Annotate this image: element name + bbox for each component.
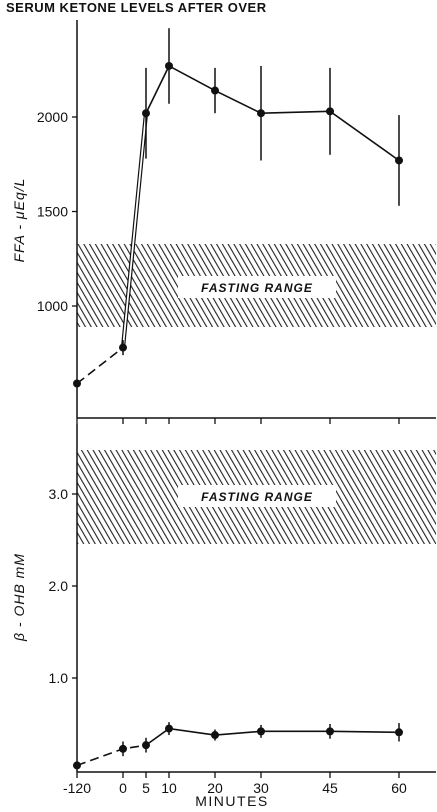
bottom-y-ticks: 1.0 2.0 3.0 bbox=[49, 486, 77, 686]
top-data-point bbox=[142, 109, 150, 118]
bottom-y-tick-label: 3.0 bbox=[49, 486, 69, 502]
x-tick-label: 0 bbox=[119, 780, 127, 796]
x-tick-label: 45 bbox=[322, 780, 338, 796]
top-series-lines bbox=[76, 64, 400, 385]
top-data-point bbox=[73, 379, 81, 388]
top-segment-double-inner bbox=[122, 113, 147, 348]
bottom-band-label-bg bbox=[178, 485, 336, 507]
bottom-x-ticks: -120 0 5 10 20 30 45 60 bbox=[63, 772, 407, 796]
bottom-data-point bbox=[142, 741, 150, 750]
top-band-label-bg bbox=[178, 276, 336, 298]
bottom-data-point bbox=[326, 727, 334, 736]
top-y-axis-title: FFA - μEq/L bbox=[11, 178, 27, 263]
x-axis-title: MINUTES bbox=[195, 793, 269, 809]
top-data-point bbox=[165, 61, 173, 70]
bottom-data-point bbox=[119, 744, 127, 753]
top-segment-solid bbox=[145, 64, 400, 162]
top-data-point bbox=[119, 343, 127, 352]
top-band-label: FASTING RANGE bbox=[201, 281, 313, 295]
top-data-point bbox=[211, 86, 219, 95]
bottom-segment-dashed bbox=[76, 744, 147, 767]
x-tick-label: 10 bbox=[161, 780, 177, 796]
bottom-data-point bbox=[395, 728, 403, 737]
bottom-data-point bbox=[165, 724, 173, 733]
top-panel-ffa: FASTING RANGE FFA - μEq/L 1000 1500 2000 bbox=[11, 20, 436, 424]
top-x-ticks bbox=[76, 418, 400, 424]
top-y-tick-label: 1000 bbox=[37, 298, 68, 314]
top-data-point bbox=[257, 109, 265, 118]
x-tick-label: -120 bbox=[63, 780, 91, 796]
bottom-data-point bbox=[73, 761, 81, 770]
bottom-data-point bbox=[257, 727, 265, 736]
top-y-ticks: 1000 1500 2000 bbox=[37, 109, 77, 314]
bottom-data-point bbox=[211, 731, 219, 740]
top-data-point bbox=[395, 156, 403, 165]
x-tick-label: 60 bbox=[391, 780, 407, 796]
bottom-y-tick-label: 2.0 bbox=[49, 578, 69, 594]
bottom-y-axis-title: β - OHB mM bbox=[11, 553, 27, 642]
bottom-series-points bbox=[73, 722, 403, 770]
bottom-y-tick-label: 1.0 bbox=[49, 670, 69, 686]
top-data-point bbox=[326, 107, 334, 116]
chart-title: SERUM KETONE LEVELS AFTER OVER bbox=[6, 0, 267, 15]
bottom-segment-solid bbox=[145, 727, 400, 746]
bottom-panel-ohb: FASTING RANGE β - OHB mM MINUTES 1.0 2.0 3… bbox=[11, 424, 436, 809]
top-series-points bbox=[73, 28, 403, 388]
top-segment-dashed bbox=[76, 346, 124, 385]
x-tick-label: 20 bbox=[207, 780, 223, 796]
x-tick-label: 5 bbox=[142, 780, 150, 796]
bottom-band-label: FASTING RANGE bbox=[201, 490, 313, 504]
top-y-tick-label: 1500 bbox=[37, 204, 68, 220]
x-tick-label: 30 bbox=[253, 780, 269, 796]
top-y-tick-label: 2000 bbox=[37, 109, 68, 125]
